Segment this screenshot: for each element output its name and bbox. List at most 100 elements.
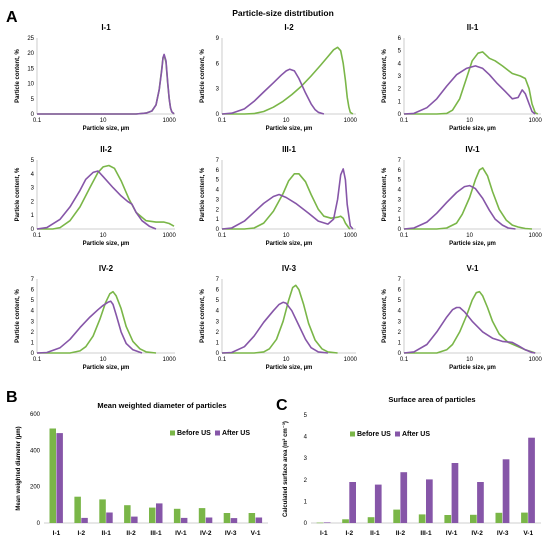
y-tick-label: 4 <box>216 188 220 194</box>
y-tick-label: 0 <box>304 521 308 527</box>
y-axis-label: Particle content, % <box>15 288 21 342</box>
y-tick-label: 3 <box>31 186 35 192</box>
bar-after <box>106 512 113 523</box>
x-tick-label: 1000 <box>344 118 358 124</box>
y-axis-label: Particle content, % <box>382 167 388 221</box>
bar-before <box>367 517 375 523</box>
category-label: I-2 <box>78 530 86 537</box>
category-label: I-1 <box>53 530 61 537</box>
y-tick-label: 2 <box>216 330 220 336</box>
legend-swatch-before <box>350 431 355 437</box>
legend-label-after: After US <box>222 430 250 437</box>
x-tick-label: 0.1 <box>400 233 409 239</box>
y-tick-label: 0 <box>398 351 402 357</box>
series-line-after <box>221 68 325 115</box>
series-line-before <box>222 173 351 230</box>
x-axis-label: Particle size, µm <box>83 365 130 371</box>
bar-before <box>444 515 452 523</box>
y-tick-label: 1 <box>216 217 220 223</box>
y-axis-label: Mean weighted diameter (µm) <box>16 426 22 510</box>
series-line-before <box>37 54 175 115</box>
y-tick-label: 1 <box>398 217 402 223</box>
x-tick-label: 10 <box>283 118 290 124</box>
category-label: I-2 <box>346 530 354 537</box>
x-tick-label: 1000 <box>344 233 358 239</box>
y-tick-label: 6 <box>216 168 220 174</box>
bar-after <box>180 517 188 523</box>
panel-a-letter: A <box>6 9 18 26</box>
x-tick-label: 1000 <box>529 357 543 363</box>
y-tick-label: 2 <box>398 330 402 336</box>
y-tick-label: 3 <box>304 456 308 462</box>
bar-after <box>205 517 213 523</box>
panel-a-title: Particle-size distrtibution <box>232 8 334 18</box>
series-line-before <box>222 46 354 115</box>
category-label: IV-1 <box>175 530 187 537</box>
bar-after <box>131 516 138 523</box>
category-label: IV-1 <box>446 530 458 537</box>
bar-after <box>528 437 535 523</box>
x-tick-label: 1000 <box>163 233 177 239</box>
y-tick-label: 3 <box>31 319 35 325</box>
x-tick-label: 10 <box>100 233 107 239</box>
y-tick-label: 200 <box>30 485 41 491</box>
y-axis-label: Calculated surface area (m² cm⁻³) <box>282 421 289 517</box>
y-tick-label: 2 <box>398 87 402 93</box>
plot-title: II-2 <box>100 145 112 154</box>
y-tick-label: 0 <box>216 112 220 118</box>
y-tick-label: 4 <box>31 172 35 178</box>
x-tick-label: 10 <box>283 357 290 363</box>
y-tick-label: 25 <box>27 36 34 42</box>
y-tick-label: 5 <box>31 298 35 304</box>
bar-before <box>418 514 426 523</box>
y-tick-label: 9 <box>216 36 220 42</box>
plot-title: III-1 <box>282 145 296 154</box>
legend-label-after: After US <box>402 431 430 438</box>
chart-title: Surface area of particles <box>388 395 475 404</box>
category-label: II-2 <box>396 530 406 537</box>
y-tick-label: 1 <box>398 99 402 105</box>
y-tick-label: 0 <box>31 227 35 233</box>
y-tick-label: 7 <box>398 277 402 283</box>
y-axis-label: Particle content, % <box>382 48 388 102</box>
series-line-before <box>404 51 539 115</box>
series-line-after <box>403 306 536 354</box>
bar-after <box>451 463 459 523</box>
plot-title: V-1 <box>466 264 479 273</box>
x-tick-label: 1000 <box>163 357 177 363</box>
bar-after <box>255 517 263 523</box>
y-tick-label: 6 <box>398 168 402 174</box>
x-tick-label: 10 <box>100 118 107 124</box>
y-tick-label: 0 <box>216 351 220 357</box>
y-tick-label: 5 <box>31 97 35 103</box>
plot-title: IV-1 <box>465 145 480 154</box>
category-label: V-1 <box>251 530 261 537</box>
y-tick-label: 6 <box>216 288 220 294</box>
y-tick-label: 5 <box>398 49 402 55</box>
line-plot-II-2: 0 1 2 3 4 5 0.1 10 1000 II-2 Particle size, µm Part… <box>15 145 177 247</box>
y-tick-label: 5 <box>398 298 402 304</box>
series-line-before <box>37 290 157 354</box>
x-axis-label: Particle size, µm <box>449 126 496 132</box>
y-axis-label: Particle content, % <box>200 48 206 102</box>
y-tick-label: 4 <box>398 188 402 194</box>
y-tick-label: 1 <box>398 340 402 346</box>
y-tick-label: 4 <box>216 309 220 315</box>
y-tick-label: 6 <box>216 61 220 67</box>
bar-before <box>393 509 400 523</box>
y-tick-label: 0 <box>37 521 41 527</box>
series-line-before <box>37 164 175 230</box>
y-tick-label: 1 <box>31 213 35 219</box>
y-tick-label: 3 <box>216 197 220 203</box>
chart-title: Mean weighted diameter of particles <box>97 401 226 410</box>
y-tick-label: 2 <box>31 199 35 205</box>
bar-after <box>230 518 238 523</box>
x-tick-label: 0.1 <box>33 357 42 363</box>
y-axis-label: Particle content, % <box>200 288 206 342</box>
y-tick-label: 0 <box>398 227 402 233</box>
y-tick-label: 2 <box>216 207 220 213</box>
y-tick-label: 2 <box>304 478 308 484</box>
x-tick-label: 0.1 <box>33 233 42 239</box>
